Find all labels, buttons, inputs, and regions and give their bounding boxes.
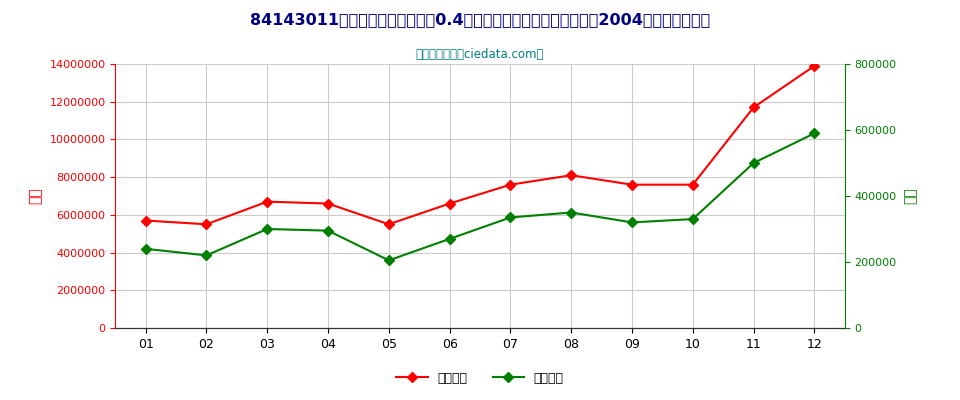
Legend: 出口美元, 出口数量: 出口美元, 出口数量 bbox=[392, 367, 568, 390]
Y-axis label: 金额: 金额 bbox=[29, 188, 42, 204]
Text: 进出口服务网（ciedata.com）: 进出口服务网（ciedata.com） bbox=[416, 48, 544, 61]
Text: 84143011电动机额定功率不超过0.4千瓦的冷藏箱或冷冻箱用压缩机2004年出口月度走势: 84143011电动机额定功率不超过0.4千瓦的冷藏箱或冷冻箱用压缩机2004年… bbox=[250, 12, 710, 27]
Y-axis label: 数量: 数量 bbox=[903, 188, 918, 204]
